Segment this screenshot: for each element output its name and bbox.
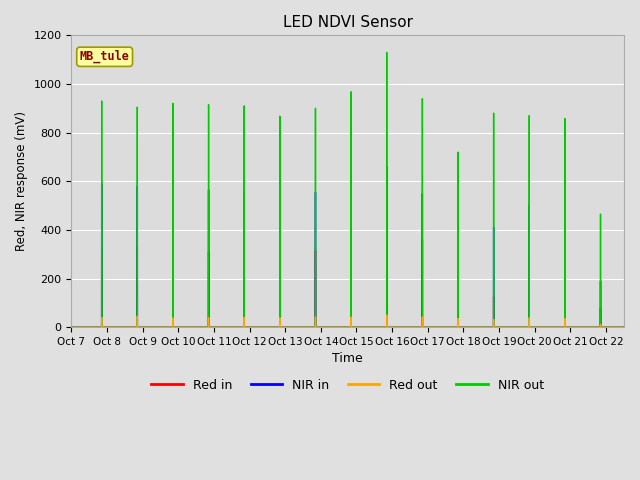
Y-axis label: Red, NIR response (mV): Red, NIR response (mV) [15,111,28,251]
X-axis label: Time: Time [332,352,363,365]
Legend: Red in, NIR in, Red out, NIR out: Red in, NIR in, Red out, NIR out [147,374,548,397]
Text: MB_tule: MB_tule [80,50,129,63]
Title: LED NDVI Sensor: LED NDVI Sensor [282,15,413,30]
